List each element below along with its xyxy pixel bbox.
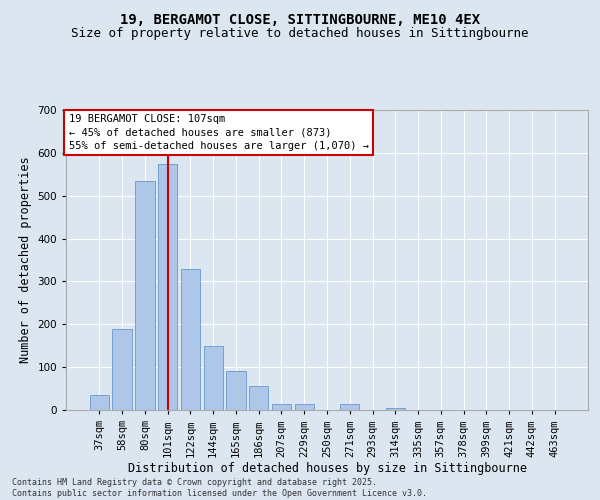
- Bar: [295, 404, 314, 410]
- Bar: [158, 164, 178, 410]
- Bar: [272, 404, 291, 410]
- Bar: [340, 404, 359, 410]
- Text: 19 BERGAMOT CLOSE: 107sqm
← 45% of detached houses are smaller (873)
55% of semi: 19 BERGAMOT CLOSE: 107sqm ← 45% of detac…: [68, 114, 368, 151]
- Y-axis label: Number of detached properties: Number of detached properties: [19, 156, 32, 364]
- Bar: [226, 372, 245, 410]
- Text: Contains HM Land Registry data © Crown copyright and database right 2025.
Contai: Contains HM Land Registry data © Crown c…: [12, 478, 427, 498]
- Bar: [386, 408, 405, 410]
- Bar: [203, 346, 223, 410]
- Text: Size of property relative to detached houses in Sittingbourne: Size of property relative to detached ho…: [71, 28, 529, 40]
- Bar: [90, 395, 109, 410]
- Bar: [135, 180, 155, 410]
- X-axis label: Distribution of detached houses by size in Sittingbourne: Distribution of detached houses by size …: [128, 462, 527, 475]
- Bar: [181, 268, 200, 410]
- Text: 19, BERGAMOT CLOSE, SITTINGBOURNE, ME10 4EX: 19, BERGAMOT CLOSE, SITTINGBOURNE, ME10 …: [120, 12, 480, 26]
- Bar: [249, 386, 268, 410]
- Bar: [112, 328, 132, 410]
